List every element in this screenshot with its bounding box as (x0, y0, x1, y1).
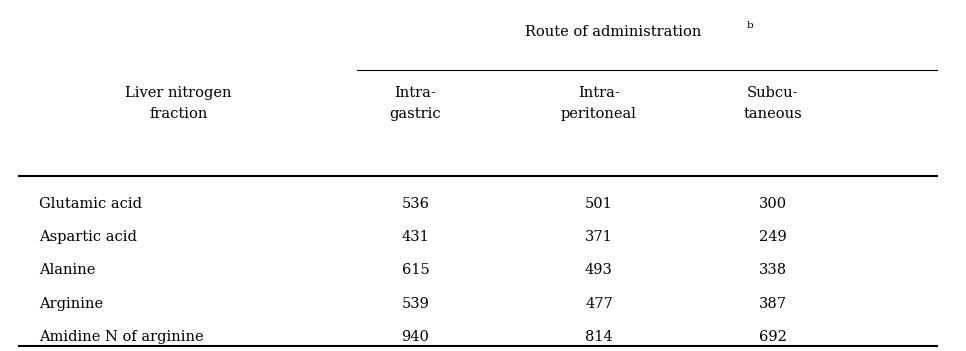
Text: 615: 615 (402, 263, 429, 277)
Text: 501: 501 (585, 197, 612, 211)
Text: 371: 371 (585, 230, 612, 244)
Text: 692: 692 (759, 330, 786, 344)
Text: 477: 477 (585, 297, 612, 311)
Text: Intra-
gastric: Intra- gastric (389, 86, 441, 121)
Text: b: b (747, 21, 753, 30)
Text: Intra-
peritoneal: Intra- peritoneal (561, 86, 637, 121)
Text: Arginine: Arginine (39, 297, 102, 311)
Text: Aspartic acid: Aspartic acid (39, 230, 136, 244)
Text: 387: 387 (759, 297, 786, 311)
Text: Alanine: Alanine (39, 263, 95, 277)
Text: 814: 814 (585, 330, 612, 344)
Text: 539: 539 (402, 297, 429, 311)
Text: 493: 493 (585, 263, 612, 277)
Text: 940: 940 (402, 330, 429, 344)
Text: Subcu-
taneous: Subcu- taneous (744, 86, 802, 121)
Text: Liver nitrogen
fraction: Liver nitrogen fraction (126, 86, 232, 121)
Text: Route of administration: Route of administration (526, 25, 701, 39)
Text: Amidine N of arginine: Amidine N of arginine (39, 330, 203, 344)
Text: 338: 338 (758, 263, 787, 277)
Text: Glutamic acid: Glutamic acid (39, 197, 142, 211)
Text: 300: 300 (758, 197, 787, 211)
Text: 249: 249 (759, 230, 786, 244)
Text: 431: 431 (402, 230, 429, 244)
Text: 536: 536 (402, 197, 429, 211)
